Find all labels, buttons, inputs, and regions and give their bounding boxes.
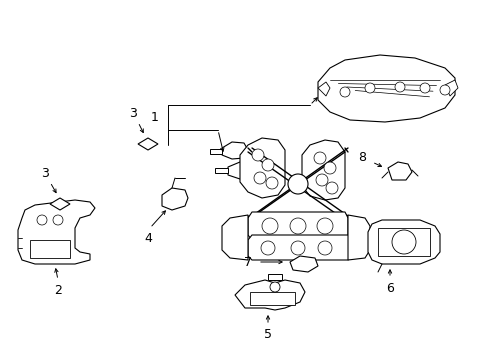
Text: 8: 8 [358, 150, 366, 163]
Polygon shape [30, 240, 70, 258]
Circle shape [270, 282, 280, 292]
Circle shape [420, 83, 430, 93]
Polygon shape [228, 162, 256, 179]
Polygon shape [378, 228, 430, 256]
Circle shape [324, 162, 336, 174]
Polygon shape [250, 292, 295, 305]
Polygon shape [138, 138, 158, 150]
Polygon shape [268, 274, 282, 280]
Polygon shape [235, 280, 305, 310]
Circle shape [254, 172, 266, 184]
Polygon shape [18, 200, 95, 264]
Polygon shape [248, 235, 352, 260]
Polygon shape [348, 215, 370, 260]
Text: 5: 5 [264, 328, 272, 341]
Circle shape [314, 152, 326, 164]
Circle shape [392, 230, 416, 254]
Polygon shape [162, 188, 188, 210]
Text: 2: 2 [54, 284, 62, 297]
Text: 3: 3 [41, 166, 49, 180]
Text: 4: 4 [144, 231, 152, 244]
Circle shape [262, 218, 278, 234]
Circle shape [266, 177, 278, 189]
Circle shape [340, 87, 350, 97]
Text: 3: 3 [129, 107, 137, 120]
Circle shape [395, 82, 405, 92]
Polygon shape [248, 212, 348, 240]
Circle shape [365, 83, 375, 93]
Polygon shape [222, 215, 248, 260]
Circle shape [290, 218, 306, 234]
Circle shape [252, 149, 264, 161]
Polygon shape [215, 168, 228, 173]
Circle shape [317, 218, 333, 234]
Circle shape [37, 215, 47, 225]
Circle shape [291, 241, 305, 255]
Text: 7: 7 [244, 256, 252, 269]
Circle shape [288, 174, 308, 194]
Text: 6: 6 [386, 282, 394, 294]
Polygon shape [290, 256, 318, 272]
Polygon shape [445, 80, 458, 96]
Polygon shape [318, 82, 330, 96]
Polygon shape [50, 198, 70, 210]
Circle shape [440, 85, 450, 95]
Circle shape [262, 159, 274, 171]
Text: 1: 1 [151, 111, 159, 123]
Polygon shape [210, 149, 222, 154]
Circle shape [318, 241, 332, 255]
Circle shape [316, 174, 328, 186]
Polygon shape [388, 162, 412, 180]
Polygon shape [240, 138, 285, 198]
Polygon shape [318, 55, 455, 122]
Polygon shape [368, 220, 440, 264]
Circle shape [53, 215, 63, 225]
Circle shape [261, 241, 275, 255]
Polygon shape [222, 142, 248, 159]
Circle shape [326, 182, 338, 194]
Polygon shape [302, 140, 345, 200]
